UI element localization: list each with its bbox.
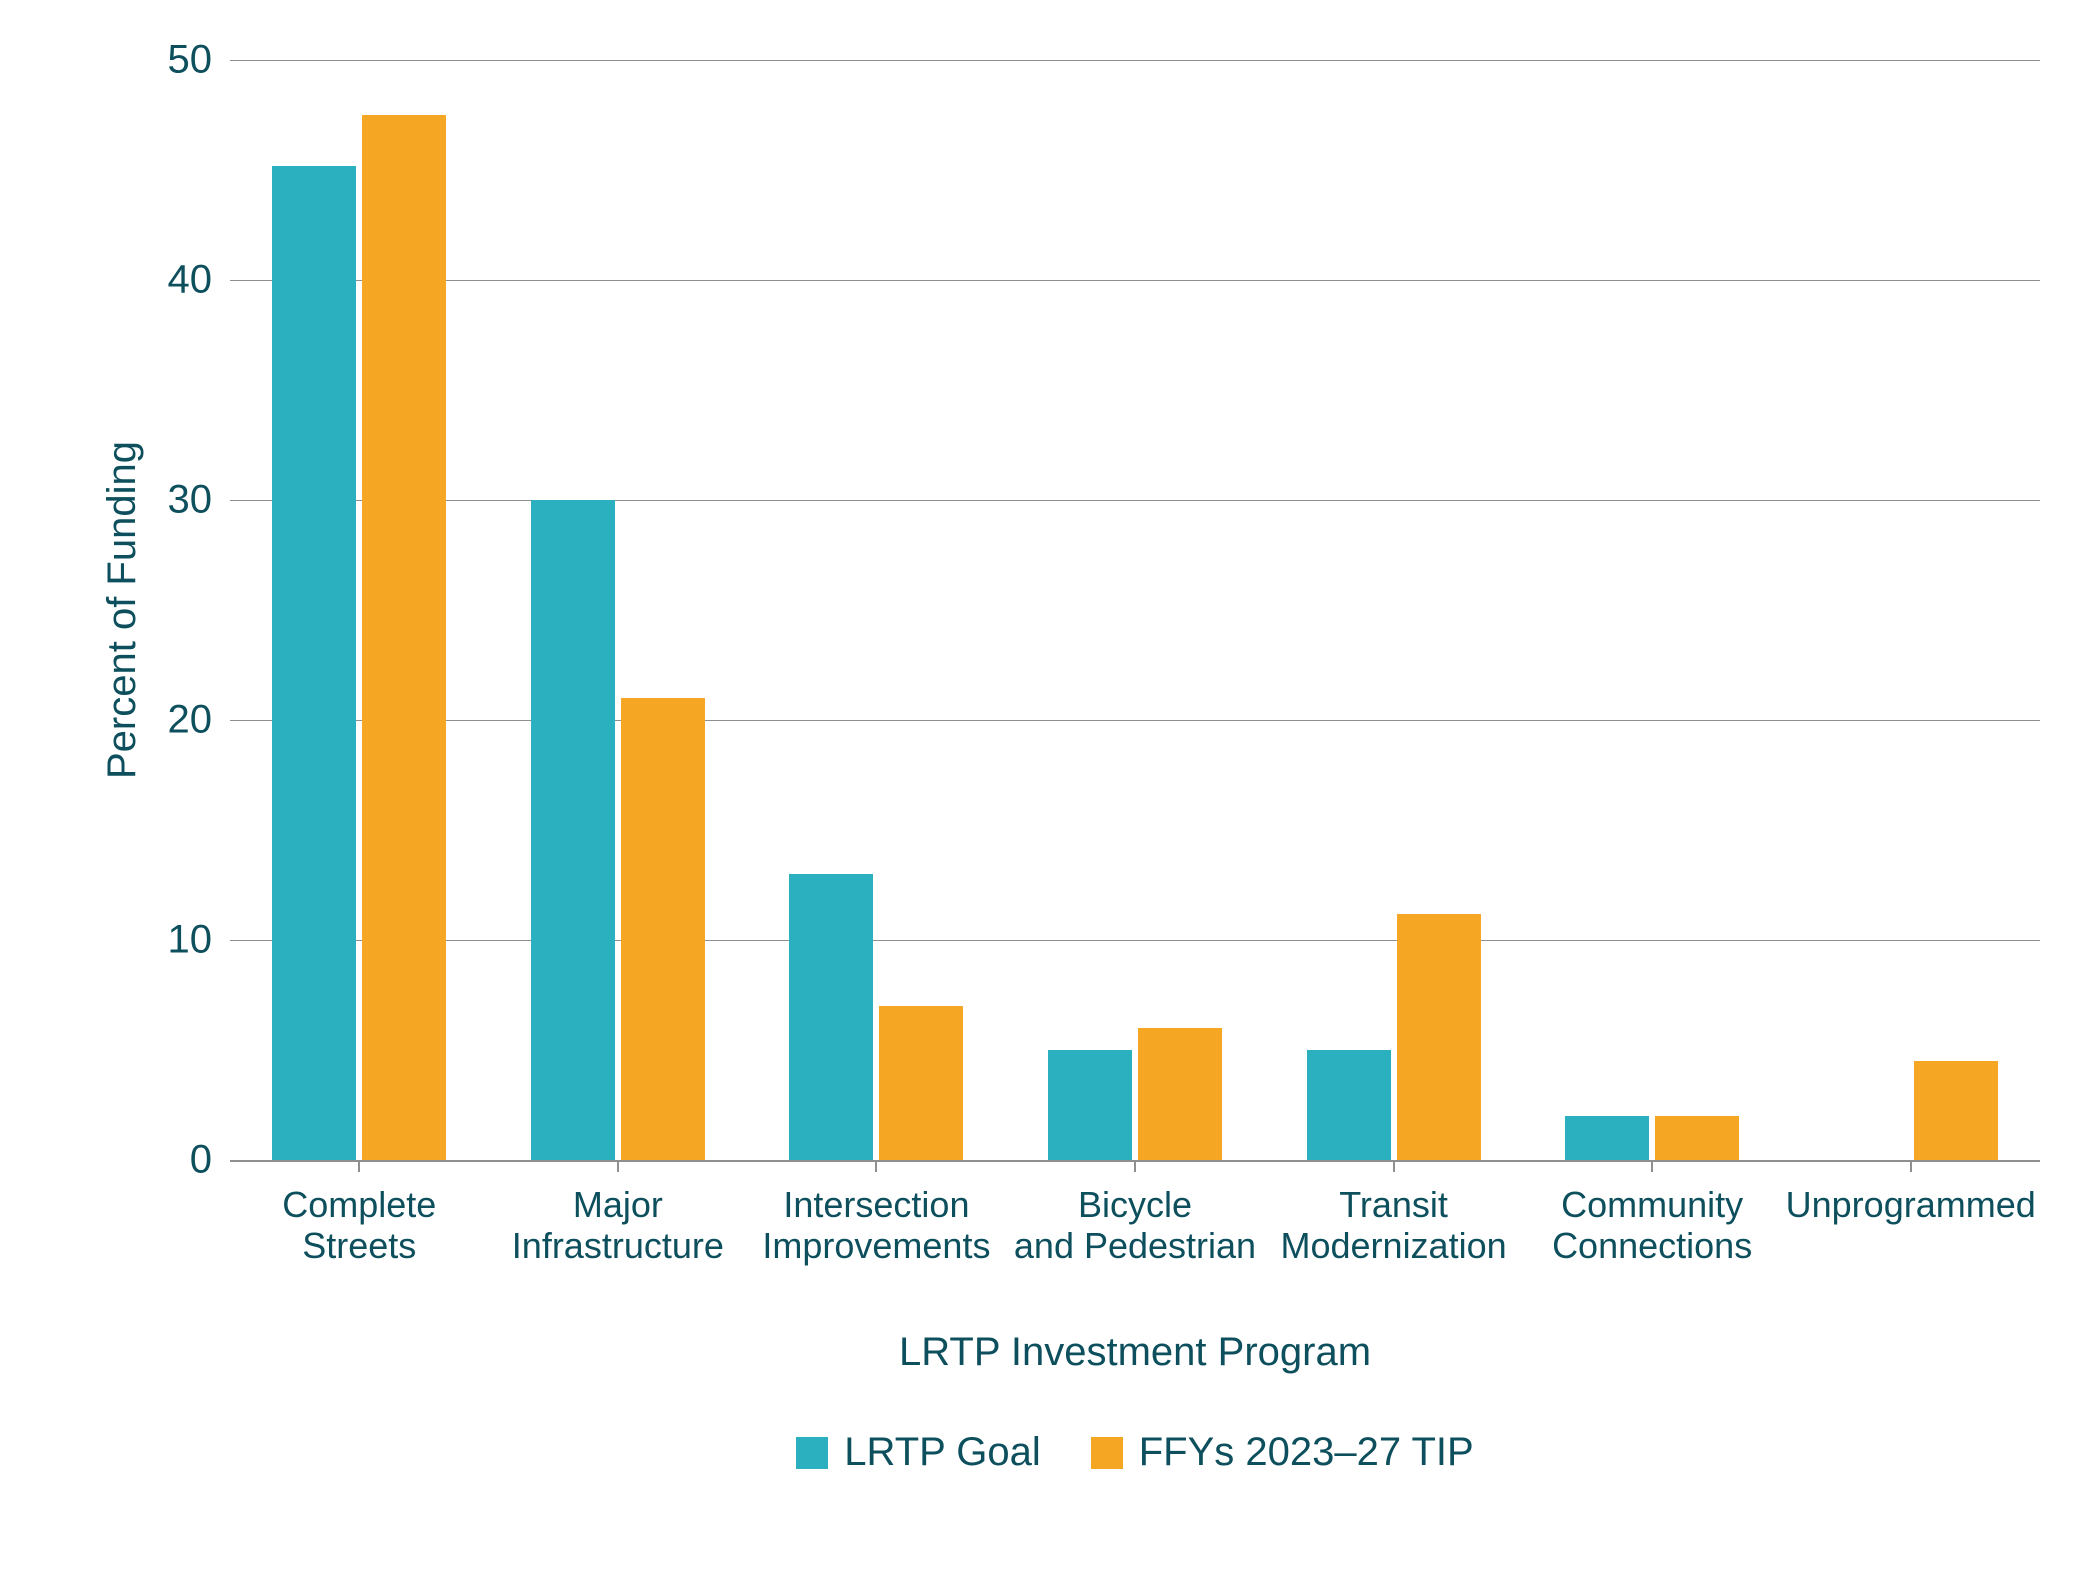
gridline <box>230 60 2040 61</box>
bar <box>1914 1061 1998 1160</box>
x-tick-label: Major Infrastructure <box>489 1160 748 1267</box>
x-tick-label: Community Connections <box>1523 1160 1782 1267</box>
y-tick-label: 20 <box>168 698 231 743</box>
bar <box>1307 1050 1391 1160</box>
y-tick-label: 0 <box>190 1138 230 1183</box>
gridline <box>230 280 2040 281</box>
y-tick-label: 30 <box>168 478 231 523</box>
bar <box>1655 1116 1739 1160</box>
y-tick-label: 10 <box>168 918 231 963</box>
chart-legend: LRTP Goal FFYs 2023–27 TIP <box>230 1430 2040 1475</box>
x-tick-label: Unprogrammed <box>1781 1160 2040 1225</box>
legend-label: LRTP Goal <box>844 1430 1040 1475</box>
bar <box>272 166 356 1160</box>
legend-label: FFYs 2023–27 TIP <box>1139 1430 1474 1475</box>
y-axis-title: Percent of Funding <box>100 441 145 779</box>
x-tick-label: Transit Modernization <box>1264 1160 1523 1267</box>
y-tick-label: 40 <box>168 258 231 303</box>
bar <box>1138 1028 1222 1160</box>
bar <box>621 698 705 1160</box>
bar <box>1565 1116 1649 1160</box>
y-tick-label: 50 <box>168 38 231 83</box>
legend-swatch <box>1091 1437 1123 1469</box>
legend-item: LRTP Goal <box>796 1430 1040 1475</box>
gridline <box>230 500 2040 501</box>
plot-area: 01020304050Complete StreetsMajor Infrast… <box>230 60 2040 1160</box>
gridline <box>230 940 2040 941</box>
x-tick-label: Complete Streets <box>230 1160 489 1267</box>
legend-swatch <box>796 1437 828 1469</box>
gridline <box>230 720 2040 721</box>
funding-bar-chart: 0 10 20 30 40 50 Complete StreetsMajor Infrast… <box>40 40 2045 1545</box>
x-tick-label: Intersection Improvements <box>747 1160 1006 1267</box>
legend-item: FFYs 2023–27 TIP <box>1091 1430 1474 1475</box>
x-tick-label: Bicycle and Pedestrian <box>1006 1160 1265 1267</box>
bar <box>1048 1050 1132 1160</box>
bar <box>362 115 446 1160</box>
x-axis-title: LRTP Investment Program <box>230 1330 2040 1375</box>
bar <box>789 874 873 1160</box>
bar <box>531 500 615 1160</box>
bar <box>879 1006 963 1160</box>
bar <box>1397 914 1481 1160</box>
